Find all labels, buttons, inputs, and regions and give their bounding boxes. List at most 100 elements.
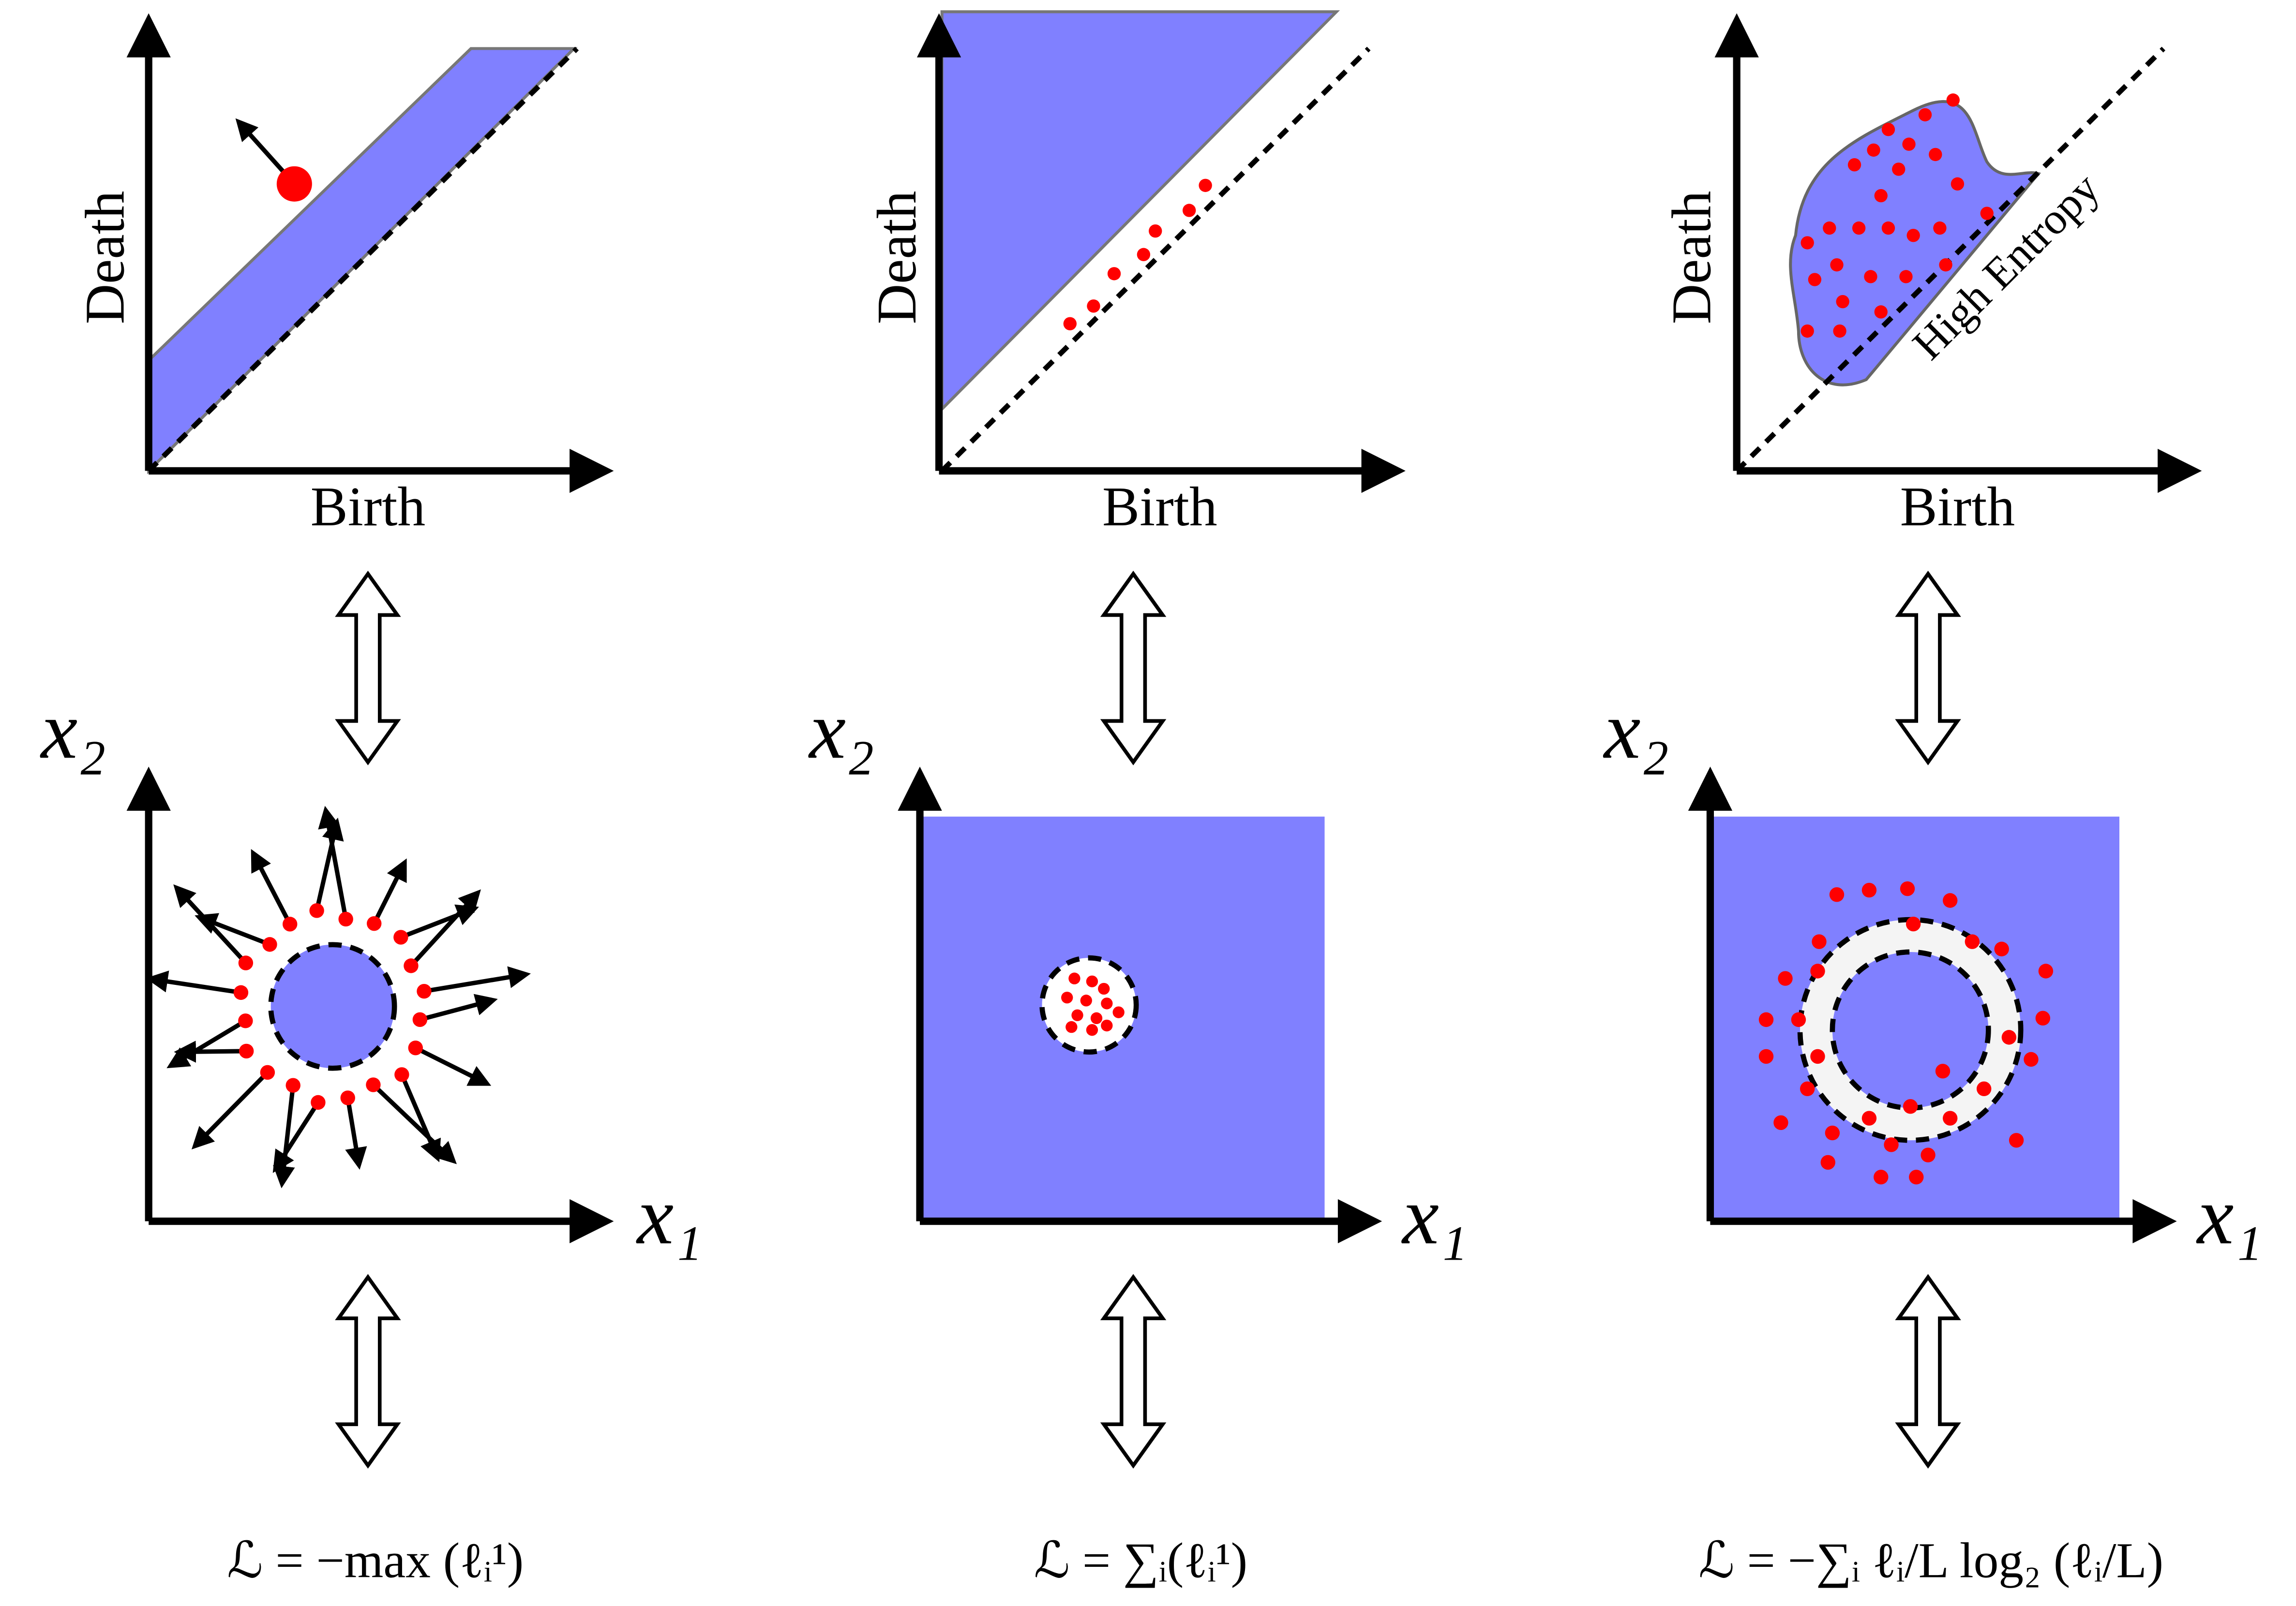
x-label: x₁ <box>2196 1170 2263 1261</box>
point <box>309 903 324 918</box>
point <box>1758 1012 1774 1027</box>
point <box>233 985 249 1000</box>
point <box>1063 317 1077 330</box>
point <box>1071 1009 1083 1021</box>
point <box>1976 1081 1992 1097</box>
point <box>1791 1012 1806 1027</box>
point <box>1199 178 1212 192</box>
point <box>338 911 353 927</box>
point <box>404 958 419 973</box>
point <box>1935 1064 1951 1079</box>
point <box>1892 163 1906 176</box>
point <box>366 916 382 931</box>
point <box>239 1043 254 1059</box>
point <box>1881 221 1895 235</box>
point <box>1847 158 1861 172</box>
diagonal <box>147 46 579 473</box>
inner <box>1830 949 1991 1111</box>
point <box>2035 1011 2051 1026</box>
point <box>1903 1099 1918 1114</box>
point <box>1939 258 1952 272</box>
point <box>1874 1170 1889 1185</box>
point <box>1087 299 1100 313</box>
point <box>1808 273 1822 286</box>
arrow <box>191 1071 270 1150</box>
point <box>1812 934 1827 949</box>
point <box>1861 883 1877 898</box>
arrow <box>318 805 348 920</box>
point <box>1086 975 1098 987</box>
point <box>1951 177 1965 191</box>
arrow <box>409 889 481 967</box>
point <box>1933 221 1947 235</box>
point <box>276 166 312 202</box>
point <box>1874 305 1888 319</box>
point <box>1965 934 1980 949</box>
point <box>366 1077 381 1092</box>
point <box>1906 228 1920 242</box>
layout <box>126 10 2202 1469</box>
arrow <box>166 1019 247 1069</box>
point <box>1899 270 1913 283</box>
arrow <box>251 849 292 925</box>
region <box>1789 100 2041 387</box>
point <box>1830 258 1844 272</box>
diagonal <box>1735 46 2165 473</box>
point <box>408 1041 423 1056</box>
point <box>1068 972 1080 984</box>
point <box>262 937 277 952</box>
x-label: Birth <box>1102 476 1217 538</box>
point <box>1902 137 1916 151</box>
point <box>1773 1115 1788 1130</box>
y-label: x₂ <box>1603 684 1669 775</box>
point <box>1943 1111 1958 1126</box>
arrow <box>423 966 531 994</box>
point <box>1994 941 2009 957</box>
point <box>1900 881 1915 896</box>
point <box>1823 221 1836 235</box>
point <box>417 983 432 999</box>
point <box>1137 248 1151 261</box>
point <box>394 1067 409 1082</box>
point <box>1778 971 1793 986</box>
point <box>1182 204 1196 217</box>
point <box>1946 93 1960 107</box>
point <box>412 1012 428 1027</box>
loss-formula: ℒ = −∑ᵢ ℓᵢ/L log₂ (ℓᵢ/L) <box>1698 1533 2163 1589</box>
x-label: Birth <box>311 476 426 538</box>
point <box>1810 964 1825 979</box>
point <box>393 930 408 945</box>
point <box>1801 236 1814 250</box>
point <box>238 1013 253 1028</box>
point <box>1065 1021 1078 1033</box>
point <box>1098 982 1110 995</box>
x-label: x₁ <box>1401 1170 1468 1261</box>
point <box>2038 964 2054 979</box>
point <box>1825 1125 1840 1141</box>
point <box>2024 1052 2039 1067</box>
x-label: Birth <box>1900 476 2015 538</box>
point <box>1080 995 1092 1007</box>
point <box>1852 221 1866 235</box>
point <box>1801 324 1814 338</box>
point <box>1867 143 1880 157</box>
y-label: x₂ <box>808 684 874 775</box>
point <box>238 955 254 970</box>
point <box>1107 267 1121 281</box>
arrow <box>145 970 241 995</box>
point <box>260 1065 275 1080</box>
point <box>1090 1012 1103 1025</box>
arrow <box>372 858 407 925</box>
point <box>1149 224 1162 238</box>
point <box>1112 1006 1125 1018</box>
y-label: x₂ <box>40 684 106 775</box>
point <box>1101 997 1113 1010</box>
point <box>1881 122 1895 136</box>
circle-region <box>268 942 397 1071</box>
point <box>1918 108 1932 121</box>
loss-formula: ℒ = −max (ℓᵢ¹) <box>227 1533 524 1589</box>
point <box>283 917 298 932</box>
point <box>1061 992 1073 1004</box>
point <box>1800 1081 1815 1097</box>
